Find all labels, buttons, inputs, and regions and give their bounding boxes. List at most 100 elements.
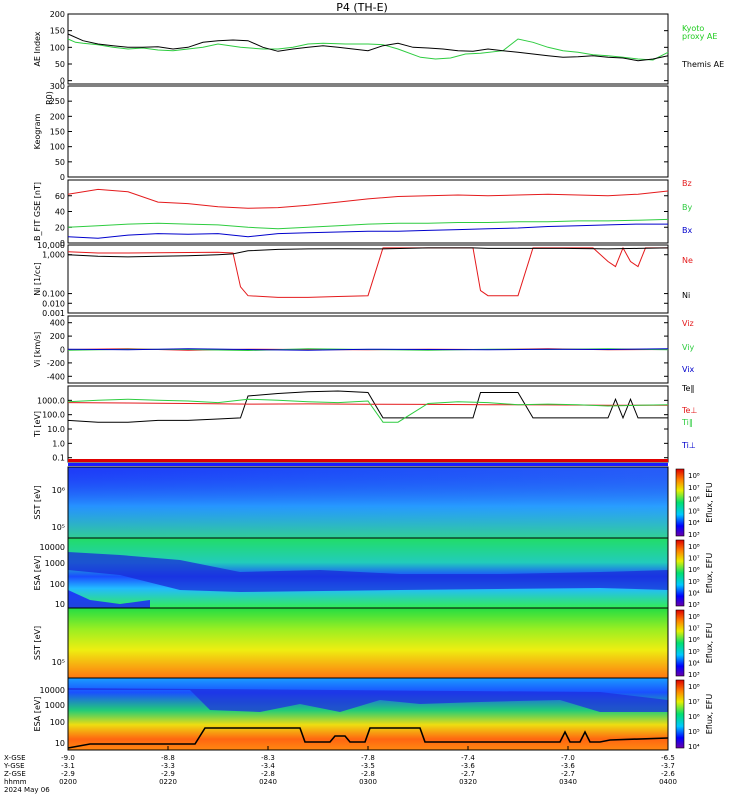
y-tick-label: 10 bbox=[55, 739, 65, 748]
y-tick-label: 60 bbox=[55, 192, 65, 201]
y-tick-label: 0 bbox=[60, 239, 65, 248]
x-axis-row-label: 2024 May 06 bbox=[4, 786, 50, 794]
colorbar-tick-label: 10³ bbox=[688, 601, 700, 609]
y-tick-label: -200 bbox=[47, 359, 65, 368]
plot-title: P4 (TH-E) bbox=[336, 1, 388, 14]
legend-entry: Ni bbox=[682, 291, 690, 300]
y-axis-label: ESA [eV] bbox=[33, 697, 42, 732]
y-tick-label: 100 bbox=[50, 718, 65, 727]
spectrogram-esa-ion: ESA [eV] 10000 1000 100 10 10⁸ 10⁷ 10⁶ 10⁵ 10⁴ 10³… bbox=[33, 537, 714, 609]
panel-frame bbox=[67, 244, 669, 314]
x-tick-label: -2.8 bbox=[361, 770, 375, 778]
te-overlay-curve bbox=[67, 727, 669, 749]
panel-bfield: 60 40 20 0 B_FIT GSE [nT] Bz By Bx bbox=[33, 179, 692, 248]
spectrogram-esa-elec: ESA [eV] 10000 1000 100 10 10⁸ 10⁷ 10⁶ 10⁵ 10⁴ Efl… bbox=[33, 677, 714, 751]
panel-velocity: 400 200 0 -200 -400 Vi [km/s] Viz Viy Vix bbox=[33, 315, 695, 384]
y-tick-label: 0.100 bbox=[42, 290, 65, 299]
colorbar-tick-label: 10⁸ bbox=[688, 543, 700, 551]
x-tick-label: 0200 bbox=[59, 778, 77, 786]
colorbar-tick-label: 10⁵ bbox=[688, 728, 700, 736]
legend-entry: Ti‖ bbox=[681, 418, 693, 427]
series-line-ti- bbox=[67, 398, 669, 423]
colorbar-tick-label: 10⁴ bbox=[688, 743, 700, 751]
y-tick-label: 300 bbox=[50, 82, 65, 91]
y-tick-label: 0.1 bbox=[52, 454, 65, 463]
x-tick-label: 0240 bbox=[259, 778, 277, 786]
electron-flux-band bbox=[68, 688, 668, 712]
x-tick-label: -2.9 bbox=[161, 770, 175, 778]
y-tick-label: 100.0 bbox=[42, 411, 65, 420]
series-line-by bbox=[67, 218, 669, 230]
x-tick-label: 0300 bbox=[359, 778, 377, 786]
legend-entry: Ti⊥ bbox=[681, 441, 696, 450]
y-axis-label: Keogram bbox=[33, 113, 42, 149]
colorbar-tick-label: 10⁶ bbox=[688, 566, 700, 574]
y-axis-label: SST [eV] bbox=[33, 485, 42, 519]
colorbar-tick-label: 10⁷ bbox=[688, 698, 700, 706]
colorbar-tick-label: 10⁷ bbox=[688, 555, 700, 563]
y-tick-label: 1000.0 bbox=[37, 396, 65, 405]
colorbar-tick-label: 10³ bbox=[688, 671, 700, 679]
panel-frame bbox=[67, 385, 669, 463]
y-tick-label: 200 bbox=[50, 10, 65, 19]
x-tick-label: -7.0 bbox=[561, 754, 575, 762]
y-tick-label: 10⁵ bbox=[52, 658, 65, 667]
colorbar bbox=[675, 539, 685, 607]
y-tick-label: 10 bbox=[55, 600, 65, 609]
x-tick-label: -3.6 bbox=[461, 762, 475, 770]
x-tick-label: -3.4 bbox=[261, 762, 275, 770]
y-axis-label: Ti [eV] bbox=[33, 411, 42, 438]
x-tick-label: -2.6 bbox=[661, 770, 675, 778]
x-tick-label: -6.5 bbox=[661, 754, 675, 762]
y-tick-label: 50 bbox=[55, 60, 65, 69]
x-axis-row-label: X-GSE bbox=[4, 754, 26, 762]
y-tick-label: 1,000 bbox=[42, 251, 65, 260]
series-line-bx bbox=[67, 223, 668, 239]
series-line-bz bbox=[67, 188, 669, 209]
x-tick-label: 0400 bbox=[659, 778, 677, 786]
colorbar bbox=[675, 679, 685, 749]
x-tick-label: -7.4 bbox=[461, 754, 475, 762]
y-axis-label: Vi [km/s] bbox=[33, 332, 42, 368]
y-tick-label: 1.0 bbox=[52, 439, 65, 448]
series-line-ni bbox=[67, 247, 669, 258]
legend-entry: Te‖ bbox=[681, 384, 694, 393]
colorbar-tick-label: 10⁷ bbox=[688, 484, 700, 492]
y-tick-label: 10000 bbox=[40, 686, 65, 695]
y-tick-label: 250 bbox=[50, 97, 65, 106]
series-line-themis-ae bbox=[67, 33, 669, 62]
y-axis-label: Ni [1/cc] bbox=[33, 262, 42, 296]
x-tick-label: -3.6 bbox=[561, 762, 575, 770]
y-tick-label: 10,000 bbox=[37, 241, 65, 250]
legend-entry: proxy AE bbox=[682, 32, 717, 41]
colorbar bbox=[675, 609, 685, 677]
x-tick-label: 0220 bbox=[159, 778, 177, 786]
y-tick-label: 1000 bbox=[45, 701, 65, 710]
legend-entry: Viz bbox=[682, 319, 694, 328]
colorbar-tick-label: 10⁵ bbox=[688, 578, 700, 586]
colorbar-label: Eflux, EFU bbox=[705, 482, 714, 523]
legend-entry: Ne bbox=[682, 256, 693, 265]
y-tick-label: 10000 bbox=[40, 543, 65, 552]
y-axis-label: SST [eV] bbox=[33, 626, 42, 660]
x-tick-label: -3.7 bbox=[661, 762, 675, 770]
x-tick-label: -8.3 bbox=[261, 754, 275, 762]
y-tick-label: 40 bbox=[55, 208, 65, 217]
y-tick-label: 400 bbox=[50, 319, 65, 328]
colorbar-tick-label: 10⁶ bbox=[688, 496, 700, 504]
legend-entry: Vix bbox=[682, 365, 695, 374]
colorbar-label: Eflux, EFU bbox=[705, 694, 714, 735]
y-tick-label: 150 bbox=[50, 128, 65, 137]
colorbar-tick-label: 10⁵ bbox=[688, 507, 700, 515]
legend-entry: Viy bbox=[682, 343, 695, 352]
colorbar-tick-label: 10⁵ bbox=[688, 648, 700, 656]
y-tick-label: 200 bbox=[50, 112, 65, 121]
y-axis-label: AE Index bbox=[33, 31, 42, 66]
y-axis-sub-label: R0) bbox=[45, 91, 54, 105]
legend-entry: By bbox=[682, 203, 692, 212]
y-tick-label: 200 bbox=[50, 332, 65, 341]
